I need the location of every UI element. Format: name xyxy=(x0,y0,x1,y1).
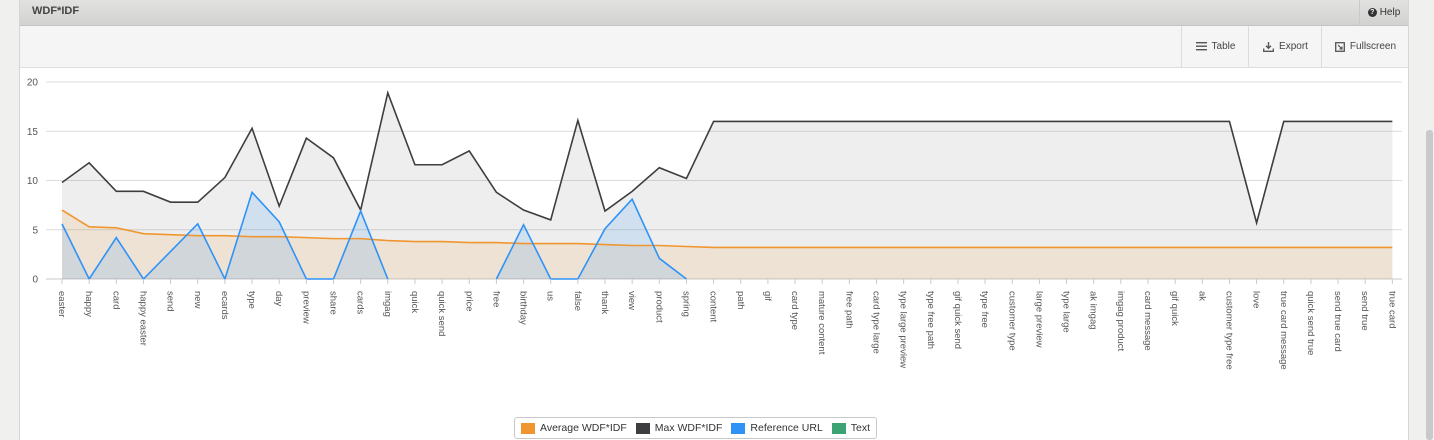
x-tick-label: new xyxy=(192,291,203,309)
x-tick-label: ak imgag xyxy=(1088,291,1099,330)
x-tick-label: quick send xyxy=(436,291,447,336)
x-tick-label: gif quick xyxy=(1169,291,1180,326)
area-max xyxy=(62,92,1393,280)
legend-item-max[interactable]: Max WDF*IDF xyxy=(635,422,723,434)
panel-title: WDF*IDF xyxy=(32,5,80,17)
series-line-reference xyxy=(495,197,687,280)
x-tick-label: free path xyxy=(843,291,854,329)
x-tick-label: card type large xyxy=(871,291,882,354)
x-tick-label: type free path xyxy=(925,291,936,349)
x-tick-label: cards xyxy=(355,291,366,314)
x-tick-label: false xyxy=(572,291,583,311)
x-tick-label: path xyxy=(735,291,746,310)
y-tick-label: 0 xyxy=(32,275,38,286)
x-tick-label: customer type xyxy=(1006,291,1017,351)
legend-item-text[interactable]: Text xyxy=(831,422,871,434)
x-tick-label: easter xyxy=(56,291,67,317)
legend-label-reference: Reference URL xyxy=(750,422,823,434)
x-tick-label: large preview xyxy=(1033,291,1044,348)
x-tick-label: spring xyxy=(680,291,691,317)
x-tick-label: card type xyxy=(789,291,800,330)
help-button[interactable]: ? Help xyxy=(1359,0,1408,25)
series-line-average xyxy=(61,209,1393,249)
x-tick-label: type free xyxy=(979,291,990,328)
area-average xyxy=(62,210,1393,279)
y-tick-label: 5 xyxy=(32,225,38,236)
x-tick-label: birthday xyxy=(518,291,529,325)
fullscreen-icon xyxy=(1334,41,1345,52)
list-icon xyxy=(1195,42,1207,51)
x-tick-label: gif quick send xyxy=(952,291,963,349)
chart-legend: Average WDF*IDF Max WDF*IDF Reference UR… xyxy=(514,417,878,439)
x-tick-label: type xyxy=(246,291,257,309)
y-tick-label: 20 xyxy=(27,78,39,89)
x-tick-label: happy easter xyxy=(137,291,148,346)
y-tick-label: 15 xyxy=(27,127,39,138)
panel-header: WDF*IDF ? Help xyxy=(20,0,1408,26)
legend-label-max: Max WDF*IDF xyxy=(654,422,723,434)
table-label: Table xyxy=(1211,41,1236,52)
legend-swatch-reference xyxy=(731,422,746,434)
table-button[interactable]: Table xyxy=(1181,26,1249,67)
x-tick-label: love xyxy=(1251,291,1262,308)
fullscreen-label: Fullscreen xyxy=(1349,41,1397,52)
y-tick-label: 10 xyxy=(27,176,39,187)
x-tick-label: true card xyxy=(1386,291,1397,329)
x-tick-label: thank xyxy=(599,291,610,314)
x-tick-label: happy xyxy=(83,291,94,317)
x-tick-label: send true xyxy=(1359,291,1370,331)
export-button[interactable]: Export xyxy=(1248,26,1322,67)
legend-label-average: Average WDF*IDF xyxy=(540,422,627,434)
x-tick-label: card xyxy=(110,291,121,309)
legend-swatch-average xyxy=(521,422,535,434)
x-tick-label: us xyxy=(545,291,556,301)
area-reference xyxy=(62,192,388,279)
x-tick-label: send xyxy=(165,291,176,312)
x-tick-label: type large preview xyxy=(898,291,909,368)
chart-toolbar: Table Export Fullscreen xyxy=(20,26,1408,68)
x-tick-label: mature content xyxy=(816,291,827,355)
x-tick-label: card message xyxy=(1142,291,1153,351)
legend-swatch-text xyxy=(831,422,846,434)
x-tick-label: ecards xyxy=(219,291,230,320)
export-label: Export xyxy=(1279,41,1308,52)
x-tick-label: content xyxy=(708,291,719,323)
x-tick-label: quick xyxy=(409,291,420,313)
help-label: Help xyxy=(1379,7,1401,18)
x-tick-label: share xyxy=(328,291,339,315)
legend-item-average[interactable]: Average WDF*IDF xyxy=(521,422,627,434)
x-tick-label: day xyxy=(273,291,284,307)
fullscreen-button[interactable]: Fullscreen xyxy=(1321,26,1409,67)
download-icon xyxy=(1263,41,1274,52)
x-tick-label: imgag product xyxy=(1115,291,1126,352)
x-tick-label: product xyxy=(653,291,664,323)
x-tick-label: quick send true xyxy=(1305,291,1316,355)
legend-item-reference[interactable]: Reference URL xyxy=(731,422,823,434)
x-tick-label: ak xyxy=(1196,291,1207,301)
x-tick-label: send true card xyxy=(1332,291,1343,352)
page-scrollbar[interactable] xyxy=(1426,130,1433,440)
x-tick-label: view xyxy=(626,291,637,310)
x-tick-label: imgag xyxy=(382,291,393,317)
question-icon: ? xyxy=(1367,8,1377,17)
legend-swatch-max xyxy=(635,422,650,434)
x-tick-label: free xyxy=(490,291,501,307)
x-tick-label: gif xyxy=(762,291,773,301)
wdf-idf-panel: WDF*IDF ? Help Table Export xyxy=(19,0,1409,440)
x-tick-label: preview xyxy=(300,291,311,324)
series-line-max xyxy=(61,90,1393,226)
x-tick-label: price xyxy=(463,291,474,312)
x-tick-label: type large xyxy=(1061,291,1072,333)
x-tick-label: customer type free xyxy=(1223,291,1234,370)
x-tick-label: true card message xyxy=(1278,291,1289,370)
legend-label-text: Text xyxy=(850,422,871,434)
area-reference xyxy=(496,199,687,279)
